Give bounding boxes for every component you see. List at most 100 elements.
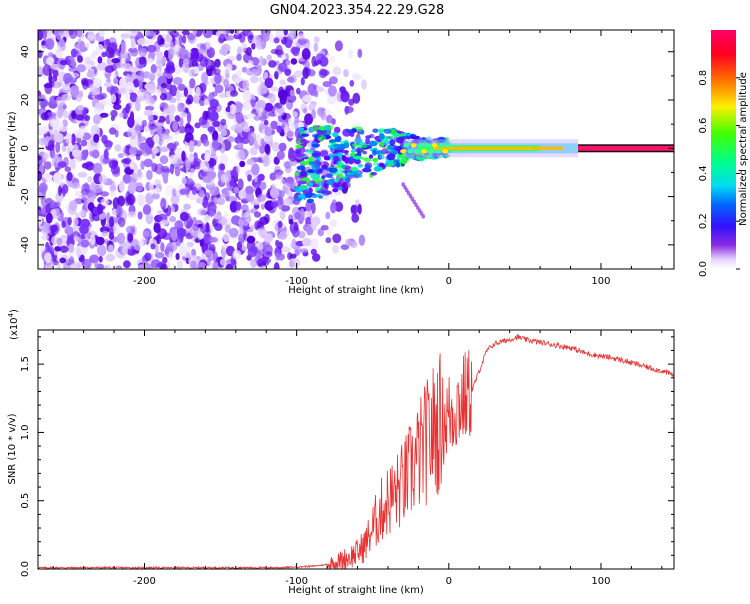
scintillation-blob [370, 171, 377, 176]
noise-blob [120, 33, 129, 39]
noise-blob [40, 234, 50, 241]
noise-blob [78, 209, 87, 217]
noise-blob [315, 86, 325, 93]
tone-wiggle [403, 143, 410, 148]
noise-blob [187, 32, 197, 45]
noise-blob [44, 252, 52, 263]
noise-blob [297, 37, 307, 46]
noise-blob [302, 94, 313, 103]
noise-blob [257, 194, 266, 203]
noise-blob [246, 235, 256, 244]
noise-blob [186, 111, 192, 124]
noise-blob [334, 201, 344, 212]
noise-blob [47, 52, 54, 58]
svg-text:(x104): (x104) [7, 309, 20, 340]
noise-blob [169, 30, 180, 38]
noise-blob [67, 205, 77, 216]
noise-blob [208, 237, 218, 243]
noise-blob [223, 78, 230, 89]
scintillation-blob [295, 148, 302, 155]
noise-blob [351, 213, 360, 223]
scintillation-blob [312, 173, 318, 180]
noise-blob [110, 93, 117, 103]
tone-wiggle [428, 149, 435, 154]
scintillation-blob [297, 180, 308, 185]
noise-blob [235, 122, 244, 133]
noise-blob [289, 89, 295, 97]
noise-blob [256, 258, 265, 268]
noise-blob [162, 33, 173, 44]
noise-blob [188, 153, 195, 163]
noise-blob [75, 129, 85, 139]
noise-blob [41, 184, 47, 196]
noise-blob [138, 56, 146, 65]
noise-blob [302, 107, 308, 114]
scintillation-blob [354, 174, 363, 178]
tone-core-right [578, 145, 674, 151]
noise-blob [146, 58, 153, 64]
noise-blob [70, 263, 76, 269]
noise-blob [127, 127, 137, 139]
noise-blob [146, 169, 153, 181]
noise-blob [291, 238, 297, 250]
snr-series-line [38, 334, 674, 569]
noise-blob [216, 133, 224, 145]
noise-blob [320, 225, 329, 231]
noise-blob [277, 197, 284, 210]
noise-blob [143, 158, 153, 168]
noise-blob [176, 259, 183, 269]
noise-blob [110, 109, 118, 118]
noise-blob [56, 32, 64, 41]
scintillation-blob [372, 157, 379, 162]
noise-blob [358, 234, 366, 246]
x-tick-label: -200 [133, 576, 156, 587]
noise-blob [127, 116, 135, 128]
tone-wiggle [438, 143, 445, 148]
noise-blob [99, 213, 106, 220]
noise-blob [157, 34, 164, 46]
noise-blob [165, 65, 176, 74]
noise-blob [164, 50, 169, 58]
noise-blob [93, 133, 100, 143]
noise-blob [239, 226, 244, 235]
noise-blob [127, 211, 137, 218]
scintillation-blob [311, 193, 318, 199]
scintillation-blob [343, 178, 351, 182]
noise-blob [98, 255, 103, 263]
scintillation-blob [299, 140, 310, 144]
noise-blob [294, 211, 301, 220]
scintillation-blob [316, 190, 327, 194]
noise-blob [291, 111, 298, 118]
noise-blob [278, 230, 288, 240]
noise-blob [219, 154, 229, 166]
noise-blob [63, 72, 73, 84]
noise-blob [137, 88, 148, 97]
noise-blob [276, 253, 285, 261]
noise-blob [199, 56, 209, 67]
colorbar-tick-label: 0.0 [698, 261, 709, 277]
noise-blob [275, 102, 283, 109]
noise-blob [264, 126, 273, 137]
noise-blob [235, 69, 242, 77]
noise-blob [175, 252, 180, 261]
noise-blob [344, 238, 351, 246]
noise-blob [304, 113, 314, 125]
noise-blob [115, 265, 123, 269]
noise-blob [228, 227, 239, 238]
noise-blob [202, 177, 212, 183]
noise-blob [62, 104, 67, 110]
noise-blob [317, 107, 323, 115]
noise-blob [59, 59, 68, 66]
noise-blob [117, 153, 124, 159]
scintillation-blob [351, 166, 358, 172]
noise-blob [276, 150, 285, 160]
noise-blob [182, 58, 190, 65]
noise-blob [70, 85, 79, 92]
scintillation-blob [373, 166, 382, 172]
noise-blob [62, 83, 70, 91]
noise-blob [204, 250, 214, 256]
noise-blob [43, 161, 52, 170]
tone-wiggle [407, 149, 414, 154]
noise-blob [177, 102, 184, 112]
scintillation-blob [344, 150, 349, 156]
